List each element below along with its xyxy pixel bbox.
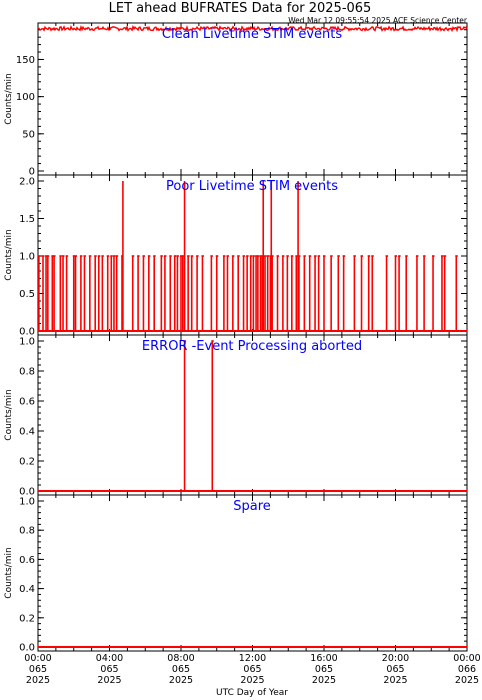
x-tick-label: 065 <box>100 664 118 675</box>
x-tick-label: 065 <box>29 664 47 675</box>
x-tick-label: 2025 <box>240 675 264 686</box>
panel-3: 0.0 0.2 0.4 0.6 0.8 1.0 Counts/min ERROR -Event… <box>4 334 468 498</box>
y-tick-label: 0.2 <box>19 613 35 624</box>
panel-title: Clean Livetime STIM events <box>162 27 342 42</box>
x-axis: 00:00065202504:00065202508:00065202512:0… <box>24 653 480 686</box>
chart-title: LET ahead BUFRATES Data for 2025-065 <box>109 1 372 16</box>
y-axis-label: Counts/min <box>4 73 14 124</box>
y-tick-label: 0.5 <box>19 289 35 300</box>
panel-2: 0.0 0.5 1.0 1.5 2.0 Counts/min Poor Livetime S… <box>4 174 468 338</box>
x-tick-label: 2025 <box>97 675 121 686</box>
y-tick-label: 0.0 <box>19 487 35 498</box>
panel-4: 0.0 0.2 0.4 0.6 0.8 1.0 Counts/min Spare <box>4 494 468 654</box>
x-tick-label: 2025 <box>383 675 407 686</box>
y-tick-label: 1.0 <box>19 252 35 263</box>
panel-frame <box>37 494 468 652</box>
x-tick-label: 2025 <box>26 675 50 686</box>
x-tick-label: 00:00 <box>24 653 51 664</box>
panel-frame <box>37 22 468 176</box>
y-tick-label: 2.0 <box>19 177 35 188</box>
x-tick-label: 2025 <box>455 675 479 686</box>
x-tick-label: 065 <box>172 664 190 675</box>
x-axis-label: UTC Day of Year <box>216 688 288 698</box>
timestamp: Wed Mar 12 09:55:54 2025 ACE Science Cen… <box>288 16 468 25</box>
x-tick-label: 00:00 <box>453 653 480 664</box>
x-tick-label: 066 <box>458 664 476 675</box>
x-tick-label: 08:00 <box>167 653 194 664</box>
x-tick-label: 065 <box>243 664 261 675</box>
panel-title: Poor Livetime STIM events <box>166 179 338 194</box>
x-tick-label: 12:00 <box>239 653 266 664</box>
panel-frame <box>37 334 468 496</box>
y-tick-label: 0.0 <box>19 327 35 338</box>
series-line <box>37 24 468 33</box>
x-tick-label: 065 <box>386 664 404 675</box>
y-tick-label: 150 <box>16 55 35 66</box>
x-tick-label: 2025 <box>312 675 336 686</box>
x-tick-label: 04:00 <box>96 653 123 664</box>
x-tick-label: 065 <box>315 664 333 675</box>
y-tick-label: 0.4 <box>19 427 35 438</box>
y-tick-label: 1.0 <box>19 337 35 348</box>
y-tick-label: 1.0 <box>19 497 35 508</box>
y-tick-label: 100 <box>16 92 35 103</box>
y-tick-label: 0.0 <box>19 643 35 654</box>
panel-title: Spare <box>233 499 271 514</box>
y-tick-label: 1.5 <box>19 214 35 225</box>
x-tick-label: 2025 <box>169 675 193 686</box>
y-axis-label: Counts/min <box>4 547 14 598</box>
y-tick-label: 0.4 <box>19 584 35 595</box>
x-tick-label: 16:00 <box>310 653 337 664</box>
y-axis-label: Counts/min <box>4 389 14 440</box>
panel-title: ERROR -Event Processing aborted <box>142 339 362 354</box>
y-tick-label: 0.8 <box>19 367 35 378</box>
y-tick-label: 0 <box>29 167 35 178</box>
y-tick-label: 0.6 <box>19 397 35 408</box>
y-axis-label: Counts/min <box>4 229 14 280</box>
y-tick-label: 50 <box>22 129 35 140</box>
y-tick-label: 0.2 <box>19 457 35 468</box>
x-tick-label: 20:00 <box>382 653 409 664</box>
y-tick-label: 0.8 <box>19 526 35 537</box>
y-tick-label: 0.6 <box>19 555 35 566</box>
